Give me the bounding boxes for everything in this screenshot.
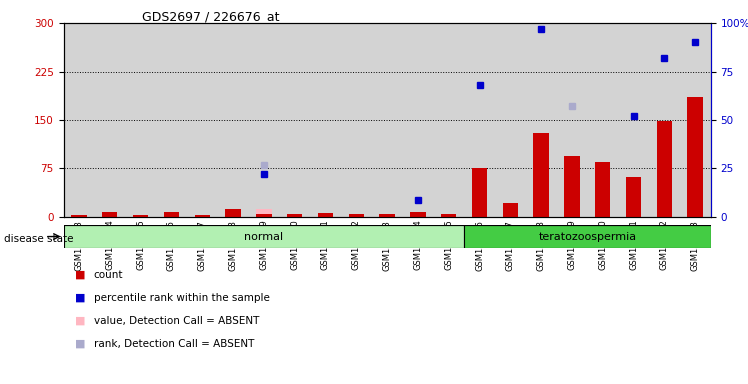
- Text: ■: ■: [75, 293, 85, 303]
- Bar: [225, 209, 241, 217]
- Bar: [133, 215, 148, 217]
- Bar: [102, 212, 117, 217]
- Bar: [379, 215, 395, 217]
- Text: ■: ■: [75, 270, 85, 280]
- Bar: [595, 162, 610, 217]
- Bar: [464, 225, 711, 248]
- Bar: [133, 215, 148, 217]
- Text: count: count: [94, 270, 123, 280]
- Text: rank, Detection Call = ABSENT: rank, Detection Call = ABSENT: [94, 339, 254, 349]
- Bar: [164, 212, 179, 217]
- Bar: [657, 121, 672, 217]
- Bar: [564, 156, 580, 217]
- Text: value, Detection Call = ABSENT: value, Detection Call = ABSENT: [94, 316, 259, 326]
- Text: disease state: disease state: [4, 234, 73, 244]
- Bar: [194, 215, 210, 217]
- Bar: [71, 215, 87, 217]
- Text: ■: ■: [75, 339, 85, 349]
- Bar: [472, 169, 487, 217]
- Bar: [441, 214, 456, 217]
- Text: percentile rank within the sample: percentile rank within the sample: [94, 293, 269, 303]
- Bar: [256, 214, 272, 217]
- Bar: [256, 209, 272, 217]
- Bar: [410, 212, 426, 217]
- Bar: [194, 215, 210, 217]
- Bar: [564, 156, 580, 217]
- Text: teratozoospermia: teratozoospermia: [539, 232, 637, 242]
- Bar: [318, 213, 333, 217]
- Bar: [287, 215, 302, 217]
- Bar: [441, 215, 456, 217]
- Bar: [64, 225, 464, 248]
- Bar: [287, 214, 302, 217]
- Text: ■: ■: [75, 316, 85, 326]
- Bar: [687, 98, 703, 217]
- Text: GDS2697 / 226676_at: GDS2697 / 226676_at: [142, 10, 280, 23]
- Bar: [379, 214, 395, 217]
- Bar: [626, 177, 641, 217]
- Bar: [503, 203, 518, 217]
- Text: normal: normal: [245, 232, 283, 242]
- Bar: [349, 215, 364, 217]
- Bar: [410, 212, 426, 217]
- Bar: [533, 133, 549, 217]
- Bar: [71, 215, 87, 217]
- Bar: [349, 214, 364, 217]
